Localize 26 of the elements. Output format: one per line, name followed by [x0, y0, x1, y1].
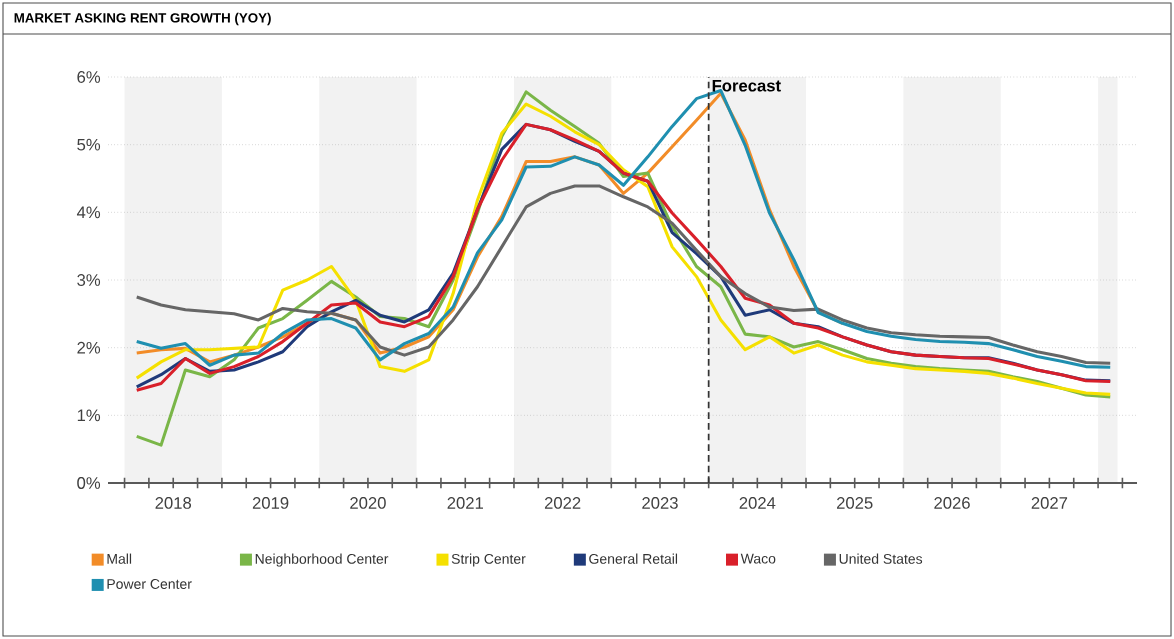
- ref-line-label: Forecast: [712, 79, 781, 92]
- x-tick-label: 2021: [447, 497, 483, 509]
- x-tick-label: 2027: [1031, 497, 1068, 509]
- chart-title: MARKET ASKING RENT GROWTH (YOY): [14, 12, 271, 26]
- legend-label: Neighborhood Center: [255, 553, 389, 567]
- legend-label: Strip Center: [451, 553, 526, 567]
- x-tick-label: 2026: [934, 497, 970, 509]
- y-tick-label: 6%: [77, 71, 101, 83]
- y-tick-label: 2%: [77, 341, 101, 354]
- y-tick-label: 0%: [77, 477, 101, 489]
- legend-label: United States: [839, 553, 923, 564]
- x-tick-label: 2020: [350, 497, 386, 509]
- legend-label: General Retail: [589, 553, 678, 564]
- x-tick-label: 2024: [739, 497, 776, 509]
- x-tick-label: 2023: [642, 497, 678, 509]
- legend-label: Waco: [740, 553, 776, 564]
- x-tick-label: 2018: [155, 497, 192, 509]
- x-tick-label: 2022: [544, 497, 581, 509]
- y-tick-label: 3%: [77, 274, 101, 286]
- legend-label: Power Center: [107, 579, 192, 589]
- y-tick-label: 1%: [77, 409, 101, 422]
- x-tick-label: 2025: [836, 497, 873, 509]
- x-tick-label: 2019: [252, 497, 289, 509]
- legend-label: Mall: [107, 553, 132, 564]
- y-tick-label: 4%: [76, 206, 101, 219]
- y-tick-label: 5%: [77, 138, 101, 151]
